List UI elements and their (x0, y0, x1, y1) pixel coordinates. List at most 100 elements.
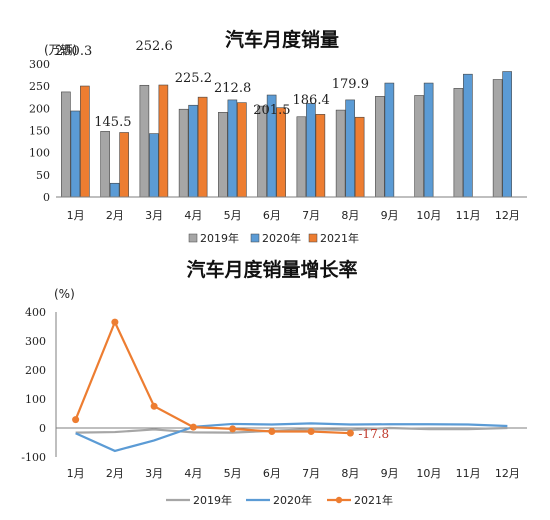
chart2-x-tick-label: 10月 (416, 467, 441, 480)
chart2-point (111, 318, 119, 326)
chart1-y-tick-label: 50 (36, 169, 50, 182)
chart1-bar (354, 116, 365, 198)
chart2-series-line (74, 319, 351, 435)
chart2-point (307, 427, 315, 435)
chart2-legend-marker (335, 496, 343, 504)
chart1-bar (414, 95, 424, 198)
chart1-bar (80, 85, 90, 198)
chart1-bar (109, 182, 120, 198)
chart1-y-tick-label: 200 (29, 102, 50, 115)
chart1-bar (296, 116, 307, 198)
chart1-x-tick-label: 9月 (381, 209, 399, 222)
chart1-bar (227, 99, 238, 198)
chart1-y-tick-label: 100 (29, 147, 50, 160)
chart1-bar (100, 131, 110, 198)
chart2-point (150, 402, 158, 410)
chart1-data-label: 145.5 (94, 115, 131, 130)
chart1-bar (335, 109, 346, 198)
chart2-lines (56, 318, 527, 453)
chart1-unit-label: (万辆) (44, 43, 77, 57)
chart2-x-tick-label: 9月 (381, 467, 399, 480)
chart1-bars (61, 71, 512, 198)
chart2-point (229, 425, 237, 433)
chart2-y-ticks: -100 0 100 200 300 400 (21, 306, 46, 464)
chart1-y-ticks: 0 50 100 150 200 250 300 (29, 58, 50, 204)
chart2-x-tick-label: 2月 (106, 467, 124, 480)
chart1-y-tick-label: 250 (29, 80, 50, 93)
chart1-x-tick-label: 7月 (302, 209, 320, 222)
chart2-y-tick-label: 200 (25, 364, 46, 377)
chart1-y-tick-label: 150 (29, 125, 50, 138)
chart1-bar (306, 103, 316, 198)
chart1-bar (188, 104, 198, 198)
chart1-data-label: 252.6 (136, 39, 173, 54)
chart1-bar (453, 88, 464, 198)
chart2-series-line (75, 422, 508, 453)
chart1-x-tick-label: 1月 (67, 209, 85, 222)
chart1-bar (139, 84, 150, 198)
chart2-x-ticks: 1月 2月 3月 4月 5月 6月 7月 8月 9月 10月 11月 12月 (67, 467, 520, 480)
chart1-x-tick-label: 4月 (184, 209, 202, 222)
chart1-bar (158, 84, 169, 198)
chart2-point (346, 429, 354, 437)
chart1-legend-swatch (308, 233, 318, 243)
chart1-bar (463, 73, 473, 198)
chart1-y-tick-label: 300 (29, 58, 50, 71)
chart1-bar (218, 112, 228, 198)
chart1-bar (70, 110, 81, 198)
chart1-x-tick-label: 11月 (456, 209, 481, 222)
chart1-legend-swatch (250, 233, 260, 243)
chart1-bar (492, 79, 503, 198)
chart2-x-tick-label: 8月 (341, 467, 359, 480)
chart2-title: 汽车月度销量增长率 (186, 258, 357, 281)
chart1-bar (178, 108, 189, 198)
chart2-legend-label: 2020年 (273, 493, 312, 507)
chart2-point (268, 427, 276, 435)
chart2-y-tick-label: 100 (25, 393, 46, 406)
chart2-data-label: -17.8 (358, 427, 389, 441)
chart1-x-tick-label: 2月 (106, 209, 124, 222)
chart1-bar (197, 96, 208, 198)
chart2-legend-label: 2019年 (193, 493, 232, 507)
chart2-x-tick-label: 6月 (263, 467, 281, 480)
chart1-data-label: 179.9 (332, 77, 369, 92)
chart1-data-label: 201.5 (253, 103, 290, 118)
chart2-point (72, 416, 80, 424)
chart2-x-tick-label: 11月 (456, 467, 481, 480)
chart2-x-tick-label: 7月 (302, 467, 320, 480)
chart2-unit-label: (%) (54, 287, 75, 301)
chart2-data-labels: -17.8 (358, 427, 389, 441)
chart1-bar (345, 99, 355, 198)
chart1-bar (276, 107, 286, 198)
chart1-legend-label: 2020年 (262, 231, 301, 245)
chart1-bar (149, 133, 159, 198)
chart1-bar (119, 132, 129, 198)
chart1-bar (375, 96, 385, 198)
chart1-x-tick-label: 6月 (263, 209, 281, 222)
chart2-x-tick-label: 3月 (145, 467, 163, 480)
chart1-x-tick-label: 5月 (224, 209, 242, 222)
chart1-data-label: 212.8 (214, 81, 251, 96)
chart2-point (189, 423, 197, 431)
chart1-x-ticks: 1月 2月 3月 4月 5月 6月 7月 8月 9月 10月 11月 12月 (67, 209, 520, 222)
chart2-y-tick-label: 0 (39, 422, 46, 435)
chart1-legend-label: 2021年 (320, 231, 359, 245)
chart1-x-tick-label: 12月 (495, 209, 520, 222)
chart1-legend-swatch (188, 233, 198, 243)
chart2-y-tick-label: 300 (25, 335, 46, 348)
chart1-bar (423, 82, 434, 198)
chart1-legend: 2019年 2020年 2021年 (188, 231, 359, 245)
chart1-bar (257, 105, 267, 198)
chart1-bar (502, 71, 512, 198)
chart1-data-label: 250.3 (55, 44, 92, 59)
chart1-bar (384, 82, 395, 198)
chart1-bar (61, 91, 71, 198)
chart2-x-tick-label: 1月 (67, 467, 85, 480)
chart2-series-line (75, 426, 508, 434)
chart1-data-label: 186.4 (293, 93, 330, 108)
chart2-x-tick-label: 5月 (224, 467, 242, 480)
chart1-x-tick-label: 10月 (416, 209, 441, 222)
chart1-x-tick-label: 3月 (145, 209, 163, 222)
